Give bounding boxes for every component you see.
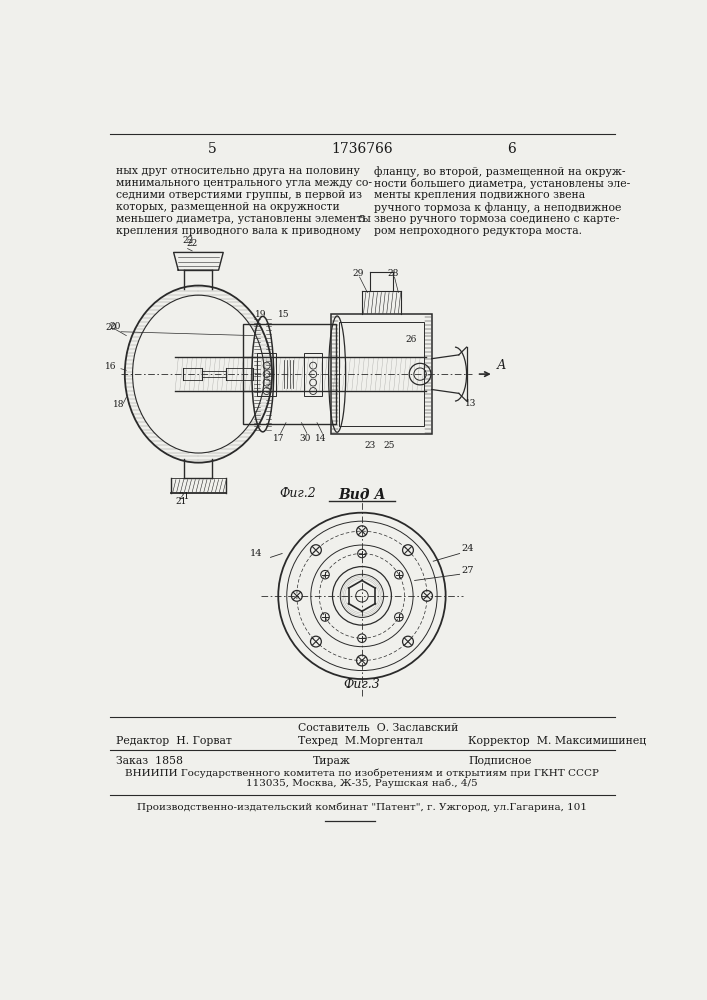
- Text: 22: 22: [182, 236, 193, 245]
- Text: 14: 14: [250, 549, 263, 558]
- Text: Техред  М.Моргентал: Техред М.Моргентал: [298, 736, 423, 746]
- Text: седними отверстиями группы, в первой из: седними отверстиями группы, в первой из: [115, 190, 361, 200]
- Text: 5: 5: [358, 215, 365, 224]
- Text: 20: 20: [110, 322, 121, 331]
- Text: 20: 20: [105, 323, 117, 332]
- Text: Вид А: Вид А: [338, 488, 386, 502]
- Text: ных друг относительно друга на половину: ных друг относительно друга на половину: [115, 166, 359, 176]
- Text: 19: 19: [255, 310, 266, 319]
- Text: 14: 14: [315, 434, 327, 443]
- Text: ВНИИПИ Государственного комитета по изобретениям и открытиям при ГКНТ СССР: ВНИИПИ Государственного комитета по изоб…: [125, 768, 599, 778]
- Text: Корректор  М. Максимишинец: Корректор М. Максимишинец: [468, 736, 646, 746]
- Text: менты крепления подвижного звена: менты крепления подвижного звена: [373, 190, 585, 200]
- Text: 21: 21: [179, 492, 190, 501]
- Text: 28: 28: [387, 269, 399, 278]
- Text: 22: 22: [187, 239, 198, 248]
- Text: ром непроходного редуктора моста.: ром непроходного редуктора моста.: [373, 226, 582, 236]
- Text: 27: 27: [461, 566, 474, 575]
- Text: Тираж: Тираж: [313, 756, 351, 766]
- Text: 24: 24: [461, 544, 474, 553]
- Text: 6: 6: [507, 142, 516, 156]
- Text: Производственно-издательский комбинат "Патент", г. Ужгород, ул.Гагарина, 101: Производственно-издательский комбинат "П…: [137, 802, 587, 812]
- Text: 26: 26: [405, 335, 416, 344]
- Text: А: А: [497, 359, 506, 372]
- Text: ности большего диаметра, установлены эле-: ности большего диаметра, установлены эле…: [373, 178, 630, 189]
- Text: Фиг.2: Фиг.2: [279, 487, 316, 500]
- Text: 21: 21: [175, 497, 187, 506]
- Text: звено ручного тормоза соединено с карте-: звено ручного тормоза соединено с карте-: [373, 214, 619, 224]
- Bar: [257, 353, 276, 396]
- Bar: [243, 324, 337, 424]
- Text: крепления приводного вала к приводному: крепления приводного вала к приводному: [115, 226, 361, 236]
- Text: 29: 29: [352, 269, 364, 278]
- Text: 113035, Москва, Ж-35, Раушская наб., 4/5: 113035, Москва, Ж-35, Раушская наб., 4/5: [246, 779, 478, 788]
- Text: 15: 15: [278, 310, 289, 319]
- Text: меньшего диаметра, установлены элементы: меньшего диаметра, установлены элементы: [115, 214, 370, 224]
- Text: Фиг.3: Фиг.3: [344, 678, 380, 691]
- Bar: [339, 322, 424, 426]
- Text: фланцу, во второй, размещенной на окруж-: фланцу, во второй, размещенной на окруж-: [373, 166, 625, 177]
- Text: которых, размещенной на окружности: которых, размещенной на окружности: [115, 202, 339, 212]
- Text: 5: 5: [208, 142, 217, 156]
- Text: 23: 23: [364, 441, 375, 450]
- Text: 13: 13: [464, 399, 476, 408]
- Bar: [304, 353, 322, 396]
- Text: Составитель  О. Заславский: Составитель О. Заславский: [298, 723, 458, 733]
- Bar: [331, 314, 432, 434]
- Text: Подписное: Подписное: [468, 756, 532, 766]
- Text: Заказ  1858: Заказ 1858: [115, 756, 182, 766]
- Text: 16: 16: [105, 362, 117, 371]
- Text: 30: 30: [300, 434, 311, 443]
- Text: Редактор  Н. Горват: Редактор Н. Горват: [115, 736, 231, 746]
- Text: ручного тормоза к фланцу, а неподвижное: ручного тормоза к фланцу, а неподвижное: [373, 202, 621, 213]
- Text: 17: 17: [272, 434, 284, 443]
- Text: 25: 25: [383, 441, 395, 450]
- Text: минимального центрального угла между со-: минимального центрального угла между со-: [115, 178, 371, 188]
- Text: 18: 18: [113, 400, 124, 409]
- Text: 1736766: 1736766: [331, 142, 393, 156]
